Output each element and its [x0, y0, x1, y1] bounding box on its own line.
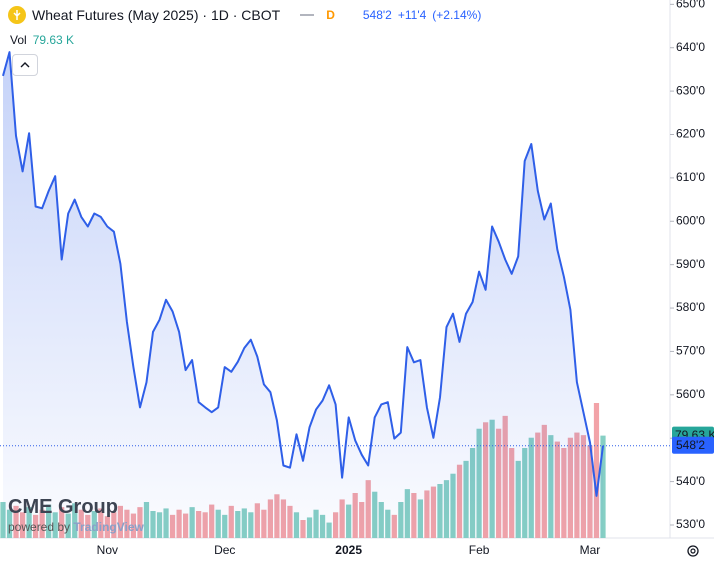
- price-badge-label: 548'2: [676, 438, 705, 452]
- y-tick-label: 590'0: [676, 257, 705, 271]
- header: Wheat Futures (May 2025) · 1D · CBOT D 5…: [8, 6, 481, 24]
- y-tick-label: 580'0: [676, 300, 705, 314]
- volume-value: 79.63 K: [32, 33, 75, 47]
- y-tick-label: 630'0: [676, 83, 705, 97]
- y-tick-label: 640'0: [676, 40, 705, 54]
- chevron: [20, 62, 30, 68]
- settings-icon[interactable]: [687, 545, 699, 557]
- y-tick-label: 540'0: [676, 474, 705, 488]
- y-tick-label: 600'0: [676, 213, 705, 227]
- symbol: Wheat Futures (May 2025) · 1D · CBOT: [32, 7, 281, 23]
- x-tick-label: Feb: [469, 543, 490, 557]
- area: [3, 52, 603, 538]
- volume-legend: Vol 79.63 K: [10, 33, 74, 47]
- x-tick-label: Dec: [214, 543, 235, 557]
- collapse-button[interactable]: [12, 54, 38, 76]
- x-tick-label: Nov: [97, 543, 118, 557]
- powered-by: powered by TradingView: [8, 520, 144, 534]
- x-tick-label: 2025: [335, 543, 362, 557]
- change: +11'4: [397, 8, 427, 22]
- powered-text: powered by: [8, 520, 71, 534]
- symbol-icon: [8, 6, 26, 24]
- y-tick-label: 570'0: [676, 344, 705, 358]
- x-tick-label: Mar: [580, 543, 601, 557]
- y-tick-label: 560'0: [676, 387, 705, 401]
- price-line: [2, 51, 604, 497]
- y-tick-label: 650'0: [676, 0, 705, 11]
- flag: D: [326, 8, 335, 22]
- volume-title: Vol: [10, 33, 27, 47]
- platform: TradingView: [73, 520, 144, 534]
- volume-bar: [593, 403, 600, 538]
- last-price: 548'2: [362, 8, 392, 22]
- y-tick-label: 620'0: [676, 127, 705, 141]
- y-tick-label: 610'0: [676, 170, 705, 184]
- logo: CME Group powered by TradingView: [8, 496, 144, 534]
- brand: CME Group: [8, 496, 118, 518]
- price-badge: [672, 436, 714, 454]
- y-tick-label: 530'0: [676, 517, 705, 531]
- change-pct: (+2.14%): [432, 8, 482, 22]
- separator: [300, 14, 315, 16]
